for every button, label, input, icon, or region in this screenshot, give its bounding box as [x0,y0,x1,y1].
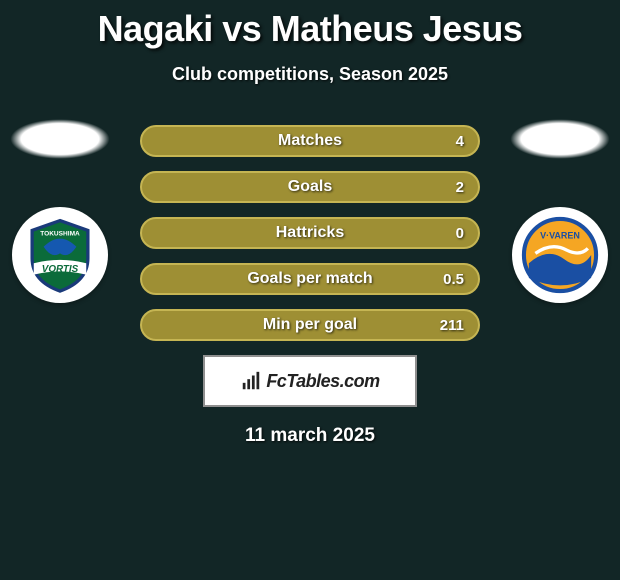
comparison-panel: TOKUSHIMA VORTIS V·VAREN Matches 4 Goals [0,125,620,447]
stat-right-value: 0.5 [443,271,464,288]
stats-list: Matches 4 Goals 2 Hattricks 0 Goals per … [140,125,480,341]
stat-row: Goals 2 [140,171,480,203]
stat-label: Goals per match [247,270,372,288]
stat-row: Min per goal 211 [140,309,480,341]
stat-row: Hattricks 0 [140,217,480,249]
brand-text: FcTables.com [266,371,379,392]
club-badge-left-icon: TOKUSHIMA VORTIS [19,214,101,296]
club-badge-right: V·VAREN [512,207,608,303]
svg-text:TOKUSHIMA: TOKUSHIMA [40,230,80,237]
player-right-slot: V·VAREN [510,125,610,335]
svg-text:VORTIS: VORTIS [42,264,79,275]
brand-watermark: FcTables.com [203,355,417,407]
stat-right-value: 0 [456,225,464,242]
player-left-silhouette [10,119,110,159]
stat-row: Matches 4 [140,125,480,157]
date-text: 11 march 2025 [0,425,620,447]
stat-label: Goals [288,178,332,196]
stat-label: Hattricks [276,224,344,242]
stat-right-value: 4 [456,133,464,150]
player-right-silhouette [510,119,610,159]
stat-right-value: 211 [440,317,464,334]
svg-text:V·VAREN: V·VAREN [540,231,580,241]
stat-row: Goals per match 0.5 [140,263,480,295]
player-left-slot: TOKUSHIMA VORTIS [10,125,110,335]
bar-chart-icon [240,370,262,392]
subtitle: Club competitions, Season 2025 [0,64,620,85]
club-badge-right-icon: V·VAREN [519,214,601,296]
club-badge-left: TOKUSHIMA VORTIS [12,207,108,303]
stat-right-value: 2 [456,179,464,196]
page-title: Nagaki vs Matheus Jesus [0,0,620,50]
stat-label: Min per goal [263,316,357,334]
stat-label: Matches [278,132,342,150]
